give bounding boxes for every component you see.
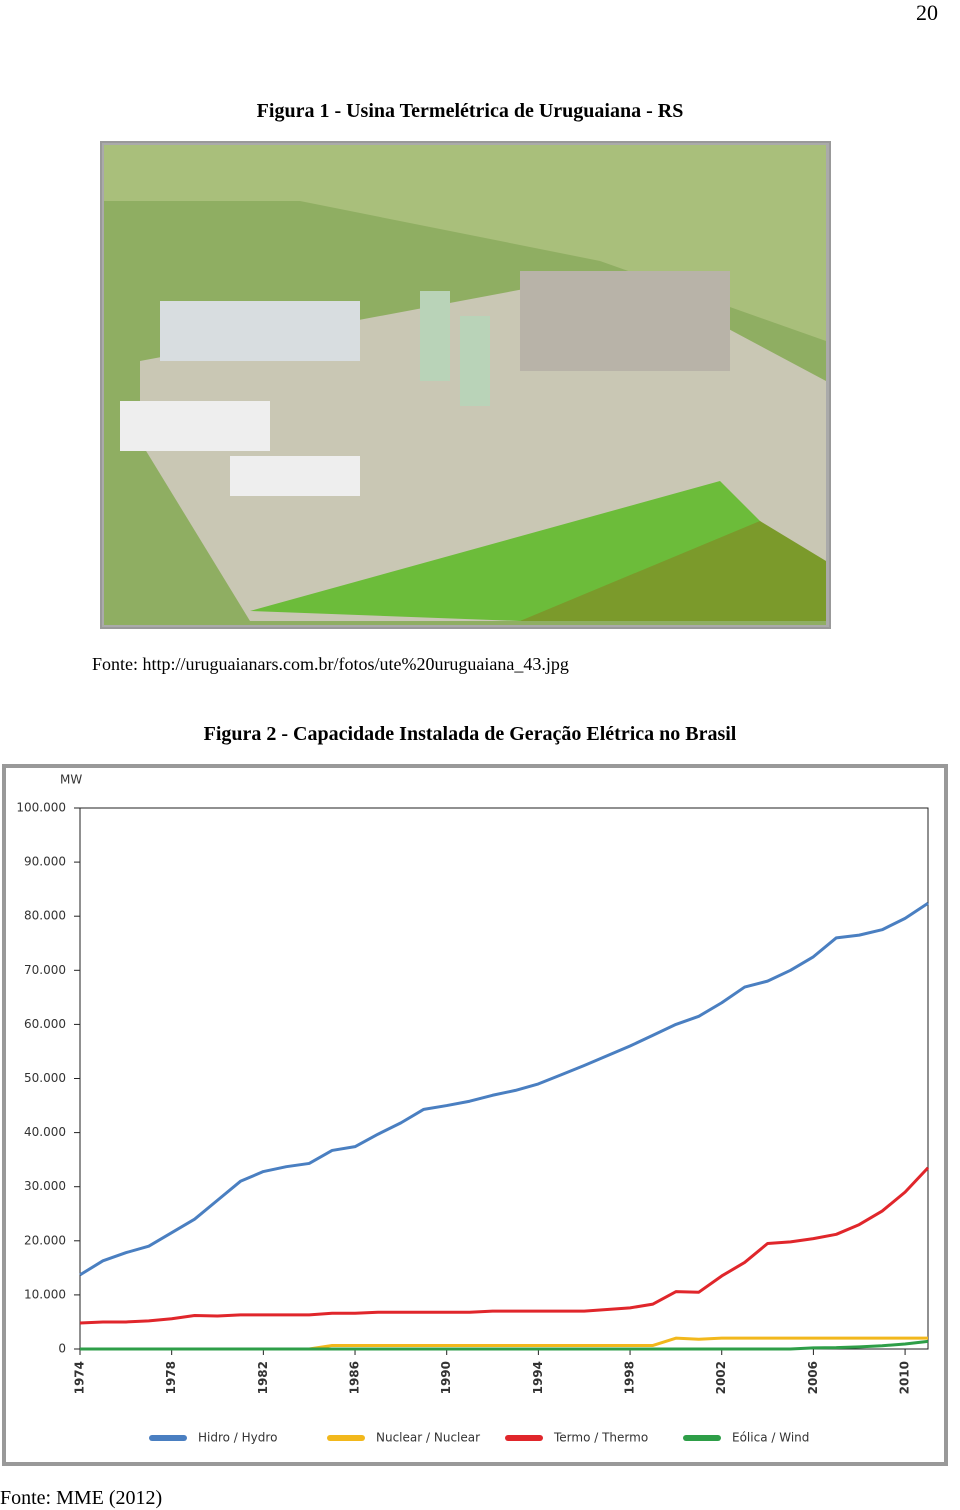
x-tick-label: 1990 [439, 1361, 453, 1394]
y-tick-label: 10.000 [24, 1287, 66, 1301]
y-tick-label: 60.000 [24, 1017, 66, 1031]
x-tick-label: 1974 [73, 1361, 87, 1394]
chart: MW 0 10.000 20.000 30.000 40.000 50.000 60.000… [2, 764, 948, 1466]
series-line [79, 1166, 930, 1325]
y-tick-label: 0 [58, 1342, 66, 1356]
y-tick-label: 80.000 [24, 909, 66, 923]
x-tick-label: 2002 [714, 1361, 728, 1394]
legend-label: Eólica / Wind [732, 1431, 809, 1445]
x-tick-label: 2010 [898, 1361, 912, 1394]
figure-caption: Figura 2 - Capacidade Instalada de Geraç… [203, 723, 737, 745]
y-tick-label: 50.000 [24, 1071, 66, 1085]
legend-label: Hidro / Hydro [198, 1431, 277, 1445]
y-tick-label: 70.000 [24, 963, 66, 977]
x-tick-label: 1998 [623, 1361, 637, 1394]
figure-caption: Figura 1 - Usina Termelétrica de Uruguai… [256, 100, 684, 122]
legend-label: Nuclear / Nuclear [376, 1431, 480, 1445]
y-axis-label: MW [60, 773, 82, 787]
x-tick-label: 1978 [164, 1361, 178, 1394]
y-tick-label: 90.000 [24, 855, 66, 869]
x-tick-label: 1986 [348, 1361, 362, 1394]
x-tick-label: 1982 [256, 1361, 270, 1394]
series-line [80, 1339, 929, 1351]
y-tick-label: 40.000 [24, 1125, 66, 1139]
page-number: 20 [916, 0, 938, 25]
y-tick-label: 20.000 [24, 1233, 66, 1247]
photo [100, 141, 831, 629]
series-line [79, 901, 929, 1277]
figure-source: Fonte: MME (2012) [0, 1487, 163, 1509]
x-tick-label: 1994 [531, 1361, 545, 1394]
x-tick-label: 2006 [806, 1361, 820, 1394]
legend-label: Termo / Thermo [553, 1431, 648, 1445]
figure-source: Fonte: http://uruguaianars.com.br/fotos/… [92, 654, 569, 674]
y-tick-label: 100.000 [16, 801, 66, 815]
y-tick-label: 30.000 [24, 1179, 66, 1193]
